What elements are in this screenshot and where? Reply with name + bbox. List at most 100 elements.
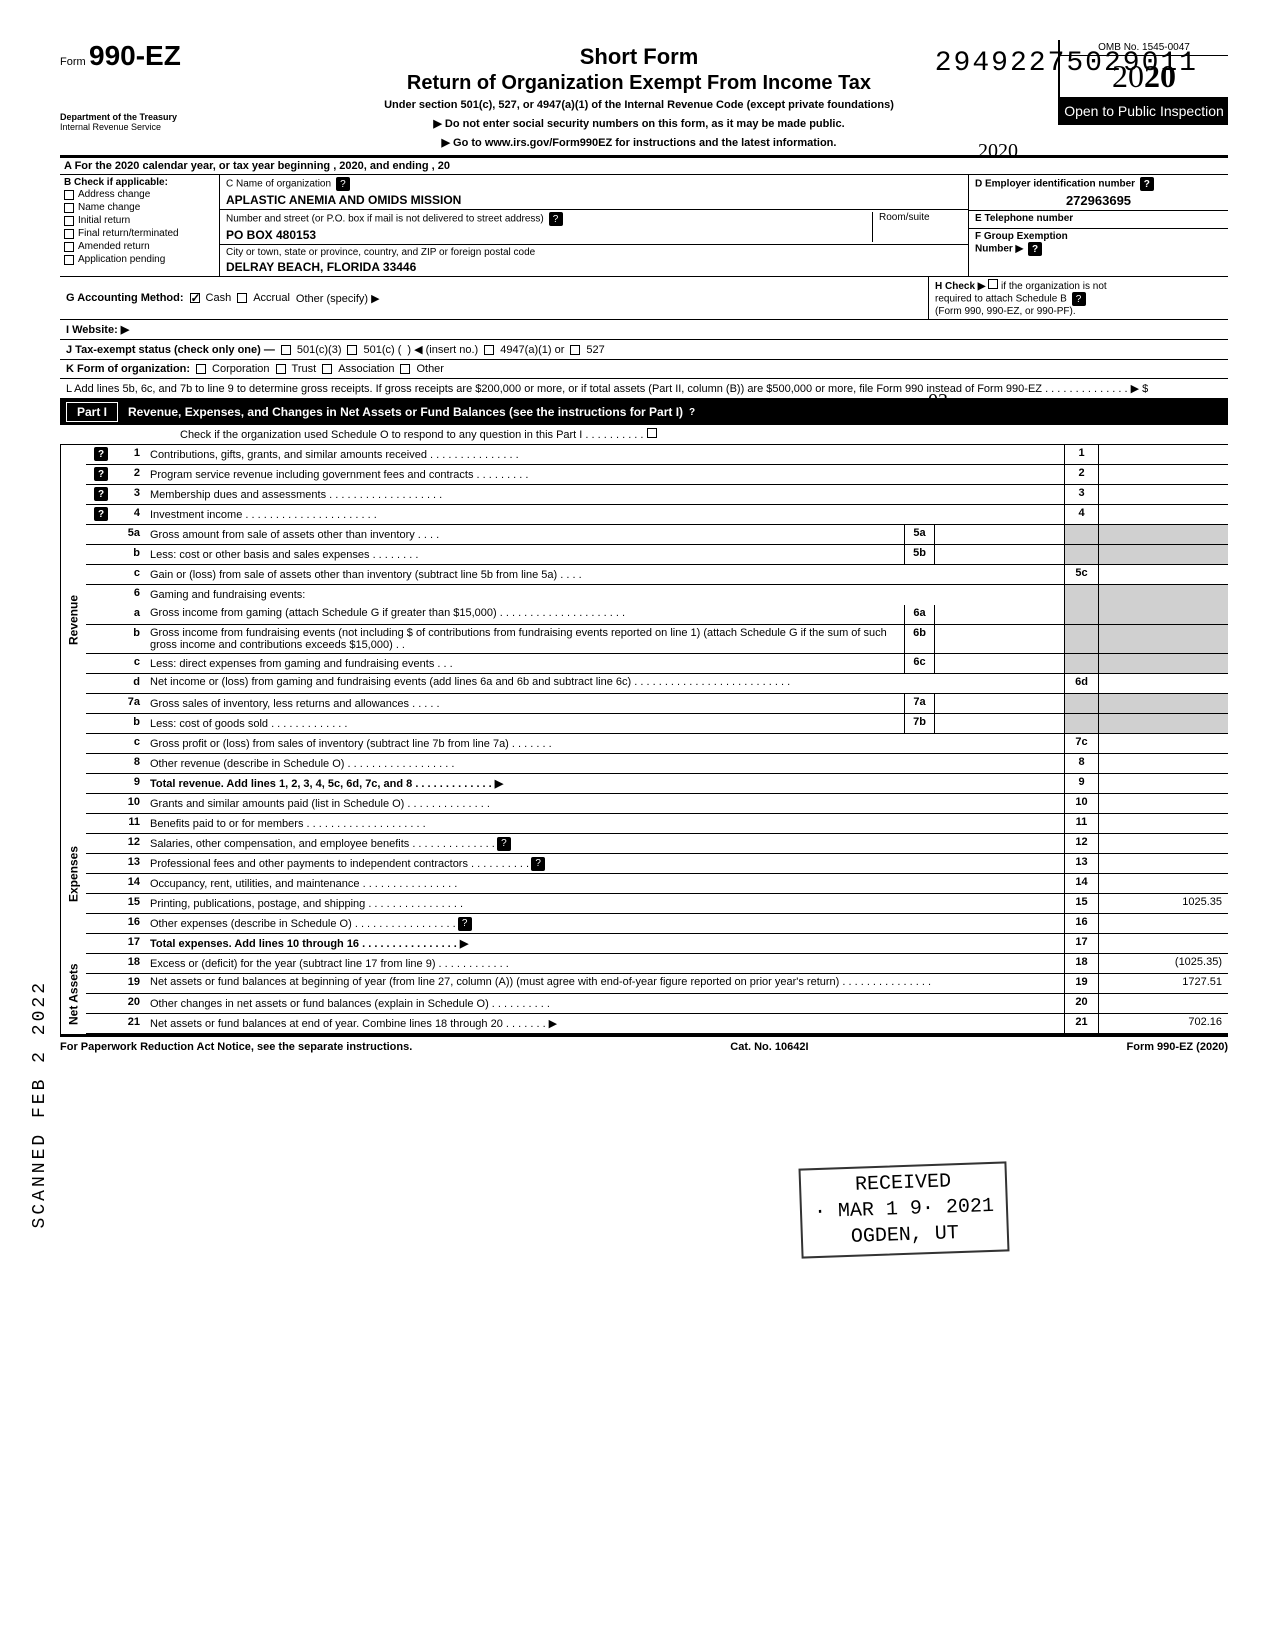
row-14: 14 Occupancy, rent, utilities, and maint…: [86, 874, 1228, 894]
block-bcde: B Check if applicable: Address change Na…: [60, 175, 1228, 277]
amt-14[interactable]: [1098, 874, 1228, 893]
amt-10[interactable]: [1098, 794, 1228, 813]
chk-final-return[interactable]: Final return/terminated: [64, 227, 215, 240]
num-19: 19: [116, 974, 146, 993]
c-city-label: City or town, state or province, country…: [226, 247, 535, 258]
chk-name-change[interactable]: Name change: [64, 201, 215, 214]
desc-8: Other revenue (describe in Schedule O) .…: [146, 754, 1064, 773]
amt-16[interactable]: [1098, 914, 1228, 933]
midval-6b[interactable]: [935, 625, 1064, 653]
rn-4: 4: [1064, 505, 1098, 524]
amt-5c[interactable]: [1098, 565, 1228, 584]
rn-6c-shaded: [1064, 654, 1098, 673]
num-6b: b: [116, 625, 146, 653]
help-icon[interactable]: ?: [685, 405, 699, 419]
chk-501c[interactable]: [347, 345, 357, 355]
chk-application-pending[interactable]: Application pending: [64, 253, 215, 266]
chk-accrual[interactable]: [237, 293, 247, 303]
rn-16: 16: [1064, 914, 1098, 933]
e-phone-label: E Telephone number: [975, 213, 1222, 224]
help-icon[interactable]: ?: [458, 917, 472, 931]
desc-6c: Less: direct expenses from gaming and fu…: [146, 654, 904, 673]
midval-7b[interactable]: [935, 714, 1064, 733]
help-icon[interactable]: ?: [94, 507, 108, 521]
help-icon[interactable]: ?: [1072, 292, 1086, 306]
row-11: 11 Benefits paid to or for members . . .…: [86, 814, 1228, 834]
chk-address-change[interactable]: Address change: [64, 188, 215, 201]
rn-1: 1: [1064, 445, 1098, 464]
amt-13[interactable]: [1098, 854, 1228, 873]
rn-8: 8: [1064, 754, 1098, 773]
side-expenses: Expenses: [60, 794, 86, 954]
amt-3[interactable]: [1098, 485, 1228, 504]
rn-20: 20: [1064, 994, 1098, 1013]
desc-17: Total expenses. Add lines 10 through 16 …: [146, 934, 1064, 953]
amt-9[interactable]: [1098, 774, 1228, 793]
help-icon[interactable]: ?: [94, 467, 108, 481]
midval-5b[interactable]: [935, 545, 1064, 564]
desc-9: Total revenue. Add lines 1, 2, 3, 4, 5c,…: [146, 774, 1064, 793]
row-7b: b Less: cost of goods sold . . . . . . .…: [86, 714, 1228, 734]
midval-5a[interactable]: [935, 525, 1064, 544]
help-icon[interactable]: ?: [94, 447, 108, 461]
chk-amended-return[interactable]: Amended return: [64, 240, 215, 253]
amt-12[interactable]: [1098, 834, 1228, 853]
amt-7c[interactable]: [1098, 734, 1228, 753]
chk-corporation[interactable]: [196, 364, 206, 374]
desc-11: Benefits paid to or for members . . . . …: [146, 814, 1064, 833]
row-19: 19 Net assets or fund balances at beginn…: [86, 974, 1228, 994]
chk-4947[interactable]: [484, 345, 494, 355]
side-net-assets: Net Assets: [60, 954, 86, 1034]
midval-7a[interactable]: [935, 694, 1064, 713]
ein-value: 272963695: [975, 193, 1222, 208]
amt-6d[interactable]: [1098, 674, 1228, 693]
num-4: 4: [116, 505, 146, 524]
help-icon[interactable]: ?: [1140, 177, 1154, 191]
amt-4[interactable]: [1098, 505, 1228, 524]
row-15: 15 Printing, publications, postage, and …: [86, 894, 1228, 914]
handwritten-o3: 03: [928, 390, 948, 413]
chk-initial-return[interactable]: Initial return: [64, 214, 215, 227]
mid-6c: 6c: [905, 654, 935, 673]
row-6d: d Net income or (loss) from gaming and f…: [86, 674, 1228, 694]
part-i-check-line: Check if the organization used Schedule …: [60, 425, 1228, 445]
help-icon[interactable]: ?: [497, 837, 511, 851]
chk-association[interactable]: [322, 364, 332, 374]
help-icon[interactable]: ?: [336, 177, 350, 191]
row-3: ? 3 Membership dues and assessments . . …: [86, 485, 1228, 505]
amt-1[interactable]: [1098, 445, 1228, 464]
rn-6b-shaded: [1064, 625, 1098, 653]
org-name: APLASTIC ANEMIA AND OMIDS MISSION: [226, 193, 962, 207]
help-icon[interactable]: ?: [1028, 242, 1042, 256]
chk-schedule-o[interactable]: [647, 428, 657, 438]
irs-label: Internal Revenue Service: [60, 122, 212, 132]
desc-14: Occupancy, rent, utilities, and maintena…: [146, 874, 1064, 893]
num-8: 8: [116, 754, 146, 773]
midval-6c[interactable]: [935, 654, 1064, 673]
section-h: H Check ▶ if the organization is not req…: [928, 277, 1228, 319]
c-name-label: C Name of organization: [226, 179, 331, 190]
chk-other-org[interactable]: [400, 364, 410, 374]
amt-11[interactable]: [1098, 814, 1228, 833]
amt-17[interactable]: [1098, 934, 1228, 953]
chk-cash[interactable]: [190, 293, 200, 303]
amt-8[interactable]: [1098, 754, 1228, 773]
mid-7a: 7a: [905, 694, 935, 713]
d-ein-label: D Employer identification number ?: [975, 177, 1222, 191]
subtitle: Under section 501(c), 527, or 4947(a)(1)…: [230, 99, 1048, 111]
num-7b: b: [116, 714, 146, 733]
mid-6a: 6a: [905, 605, 935, 624]
chk-527[interactable]: [570, 345, 580, 355]
amt-20[interactable]: [1098, 994, 1228, 1013]
amt-2[interactable]: [1098, 465, 1228, 484]
midval-6a[interactable]: [935, 605, 1064, 624]
chk-501c3[interactable]: [281, 345, 291, 355]
num-6c: c: [116, 654, 146, 673]
help-icon[interactable]: ?: [549, 212, 563, 226]
row-17: 17 Total expenses. Add lines 10 through …: [86, 934, 1228, 954]
help-icon[interactable]: ?: [94, 487, 108, 501]
help-icon[interactable]: ?: [531, 857, 545, 871]
chk-trust[interactable]: [276, 364, 286, 374]
chk-schedule-b[interactable]: [988, 279, 998, 289]
city-value: DELRAY BEACH, FLORIDA 33446: [226, 260, 962, 274]
